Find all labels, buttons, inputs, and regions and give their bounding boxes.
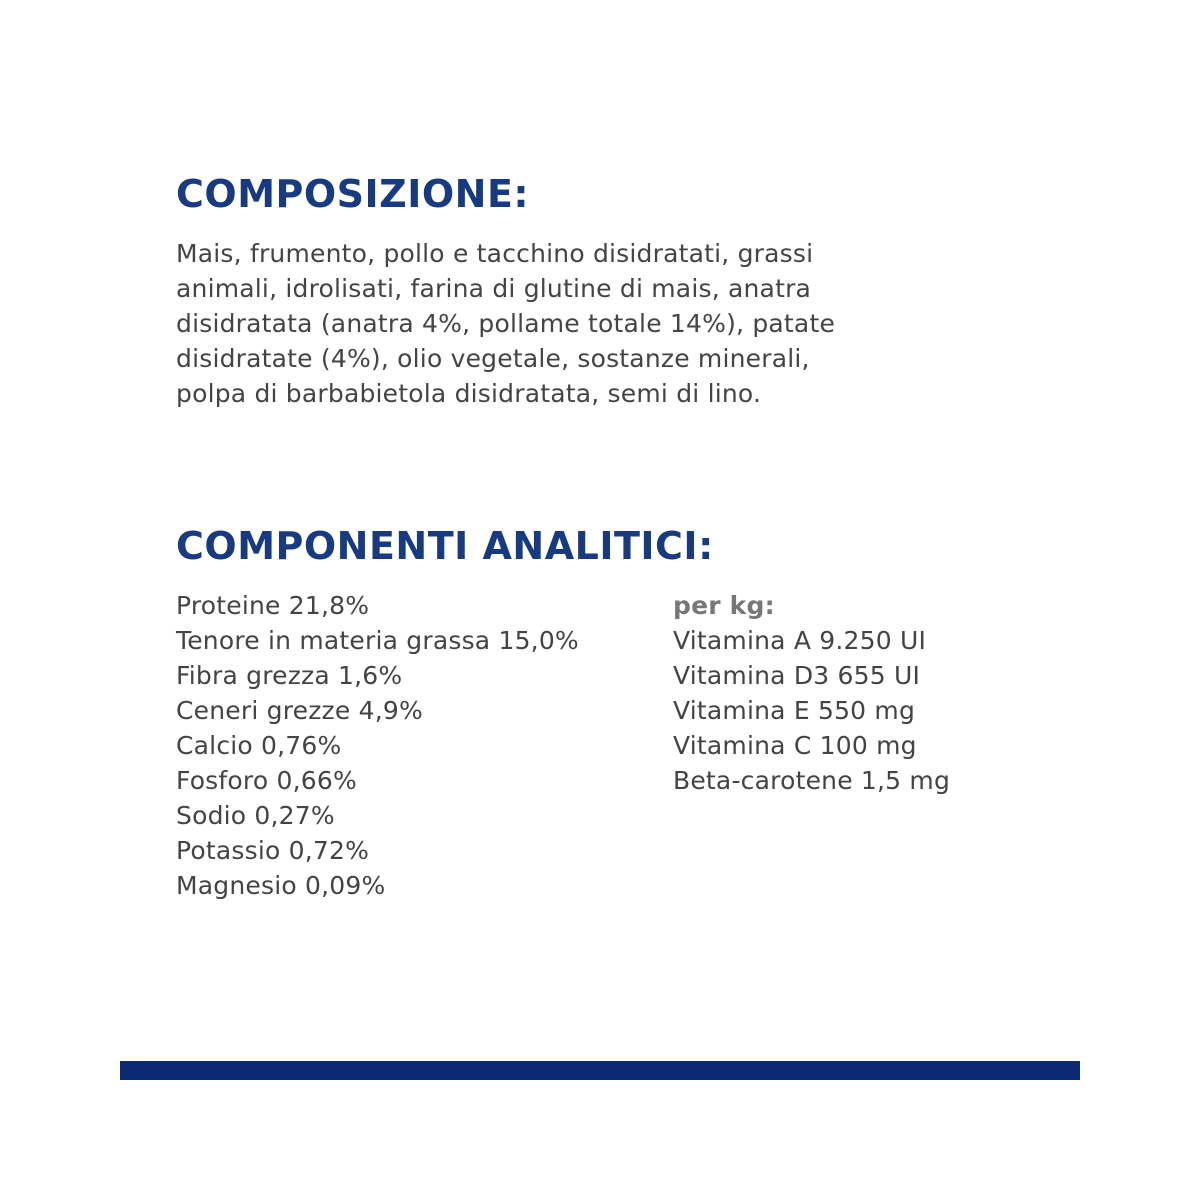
vitamin-item: Vitamina A 9.250 UI	[673, 626, 927, 655]
component-item: Magnesio 0,09%	[176, 871, 386, 900]
component-item: Sodio 0,27%	[176, 801, 335, 830]
per-kg-label: per kg:	[673, 591, 775, 620]
composition-title: COMPOSIZIONE:	[176, 172, 530, 216]
composition-text: Mais, frumento, pollo e tacchino disidra…	[176, 236, 835, 411]
composition-line: Mais, frumento, pollo e tacchino disidra…	[176, 239, 814, 268]
vitamin-item: Vitamina D3 655 UI	[673, 661, 921, 690]
composition-line: disidratate (4%), olio vegetale, sostanz…	[176, 344, 810, 373]
component-item: Ceneri grezze 4,9%	[176, 696, 423, 725]
component-item: Potassio 0,72%	[176, 836, 370, 865]
vitamin-item: Beta-carotene 1,5 mg	[673, 766, 951, 795]
component-item: Fibra grezza 1,6%	[176, 661, 403, 690]
analytical-title: COMPONENTI ANALITICI:	[176, 524, 714, 568]
vitamin-item: Vitamina C 100 mg	[673, 731, 917, 760]
component-item: Tenore in materia grassa 15,0%	[176, 626, 579, 655]
vitamins-list: per kg: Vitamina A 9.250 UI Vitamina D3 …	[673, 588, 950, 798]
component-item: Calcio 0,76%	[176, 731, 342, 760]
vitamin-item: Vitamina E 550 mg	[673, 696, 916, 725]
footer-divider-bar	[120, 1061, 1080, 1080]
composition-line: disidratata (anatra 4%, pollame totale 1…	[176, 309, 836, 338]
composition-line: polpa di barbabietola disidratata, semi …	[176, 379, 762, 408]
composition-line: animali, idrolisati, farina di glutine d…	[176, 274, 812, 303]
analytical-components-list: Proteine 21,8% Tenore in materia grassa …	[176, 588, 579, 903]
component-item: Proteine 21,8%	[176, 591, 370, 620]
component-item: Fosforo 0,66%	[176, 766, 357, 795]
